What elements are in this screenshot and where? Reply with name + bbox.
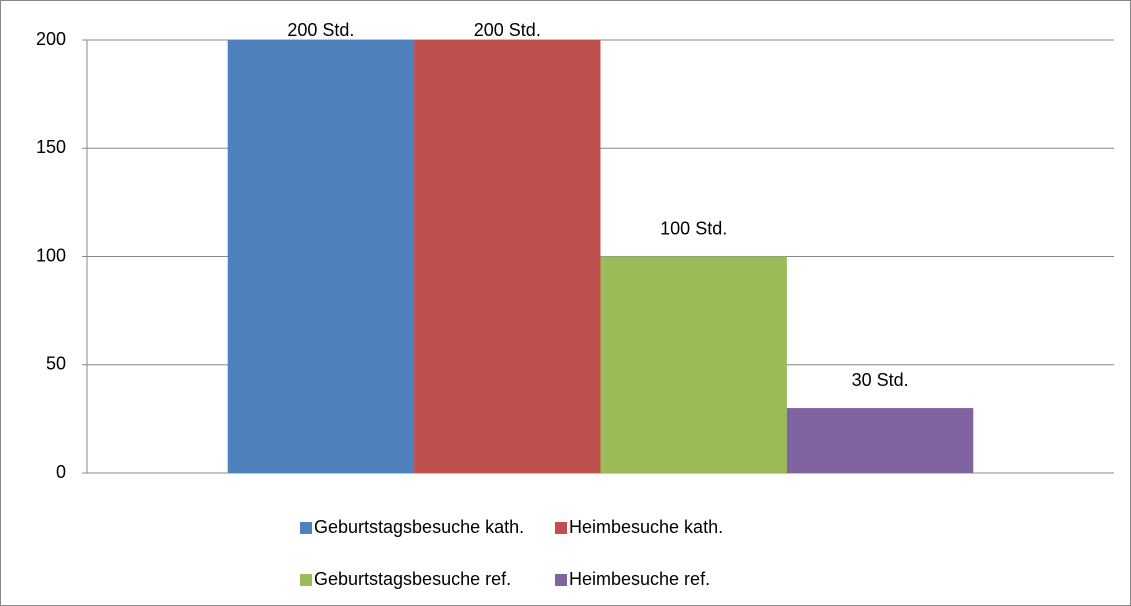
data-label: 100 Std. bbox=[660, 218, 727, 238]
bar bbox=[414, 40, 601, 473]
bar bbox=[600, 256, 787, 473]
legend-label: Heimbesuche ref. bbox=[569, 569, 710, 589]
bar bbox=[786, 408, 974, 473]
legend-label: Geburtstagsbesuche kath. bbox=[314, 517, 524, 537]
y-tick-label: 200 bbox=[36, 29, 66, 49]
legend-swatch bbox=[555, 574, 567, 586]
legend-swatch bbox=[555, 522, 567, 534]
y-tick-label: 0 bbox=[56, 462, 66, 482]
legend-label: Heimbesuche kath. bbox=[569, 517, 723, 537]
bar bbox=[227, 40, 415, 473]
data-label: 200 Std. bbox=[474, 20, 541, 40]
legend-swatch bbox=[300, 574, 312, 586]
data-label: 200 Std. bbox=[287, 20, 354, 40]
data-label: 30 Std. bbox=[852, 370, 909, 390]
y-tick-label: 50 bbox=[46, 354, 66, 374]
y-tick-label: 100 bbox=[36, 245, 66, 265]
legend-swatch bbox=[300, 522, 312, 534]
legend-label: Geburtstagsbesuche ref. bbox=[314, 569, 511, 589]
y-tick-label: 150 bbox=[36, 137, 66, 157]
